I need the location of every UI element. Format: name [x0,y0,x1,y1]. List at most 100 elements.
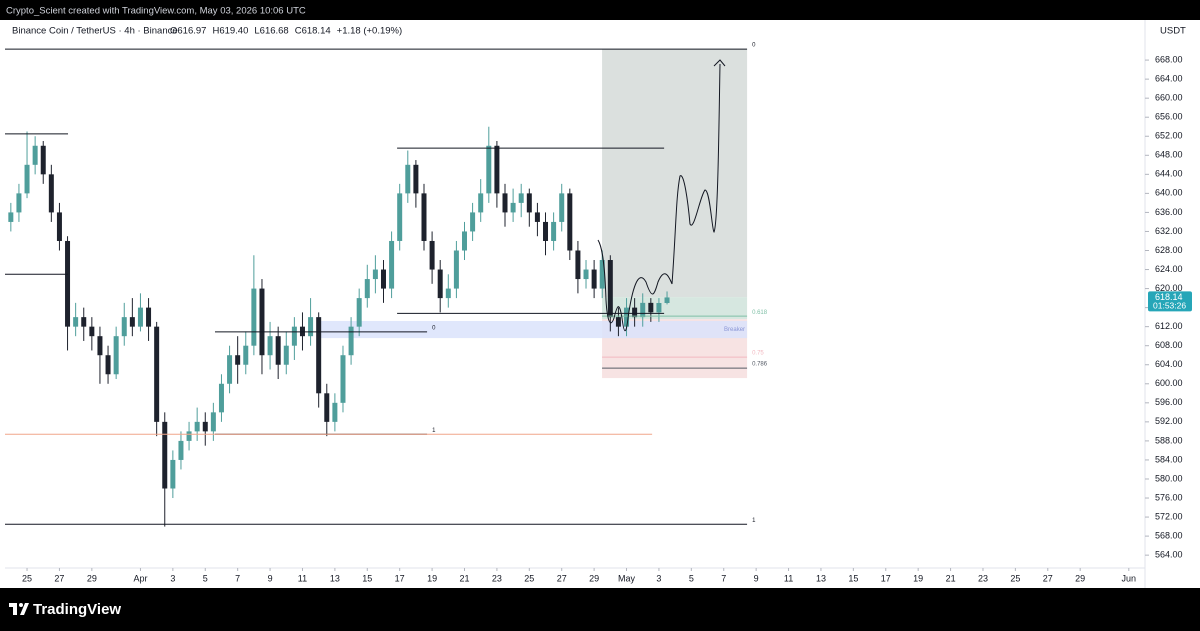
y-tick-label: 608.00 [1155,340,1183,350]
candle-body [494,145,500,194]
candle-body [632,307,638,318]
x-tick-label: 5 [689,573,694,583]
candle-body [389,240,395,289]
candle-body [664,297,670,304]
last-price-box [1148,291,1192,312]
candle-body [202,421,208,432]
level-label: 0 [752,43,756,49]
y-tick-label: 588.00 [1155,435,1183,445]
candle-body [259,288,265,356]
top-bar [0,0,1200,20]
candle-body [372,269,378,280]
y-tick-label: 636.00 [1155,207,1183,217]
zone [318,320,748,339]
y-tick-label: 600.00 [1155,378,1183,388]
y-tick-label: 652.00 [1155,131,1183,141]
chart-background [0,20,1200,588]
candle-body [243,345,249,365]
x-tick-label: Apr [133,573,147,583]
ohlc-value: C618.14 [295,26,331,37]
x-tick-label: 13 [330,573,340,583]
x-tick-label: 25 [524,573,534,583]
x-tick-label: 23 [978,573,988,583]
candle-body [640,302,646,318]
candle-body [599,260,605,289]
x-tick-label: 29 [1075,573,1085,583]
y-tick-label: 648.00 [1155,150,1183,160]
candle-body [510,202,516,213]
candle-body [65,240,71,327]
candle-body [380,269,386,289]
candle-body [308,317,314,337]
candle-body [534,212,540,222]
candle-body [316,317,322,394]
x-tick-label: 7 [235,573,240,583]
zone [602,49,748,298]
level-label: 1 [752,518,756,524]
candle-body [121,317,127,337]
countdown: 01:53:26 [1153,301,1186,311]
candle-body [186,431,192,441]
y-tick-label: 580.00 [1155,473,1183,483]
candle-body [478,193,484,213]
x-tick-label: 17 [881,573,891,583]
candle-body [137,307,143,327]
candle-body [356,298,362,327]
y-tick-label: 620.00 [1155,283,1183,293]
y-tick-label: 640.00 [1155,188,1183,198]
y-tick-label: 576.00 [1155,492,1183,502]
candle-body [526,193,532,213]
candle-body [421,193,427,241]
candle-body [583,269,589,280]
y-tick-label: 644.00 [1155,169,1183,179]
candle-body [210,412,216,432]
candle-body [656,303,662,313]
symbol-title: Binance Coin / TetherUS · 4h · Binance [12,26,178,37]
y-tick-label: 604.00 [1155,359,1183,369]
candle-body [575,250,581,280]
candle-body [429,240,435,270]
ohlc-value: O616.97 [170,26,206,37]
zone-label: Breaker [724,327,745,333]
candle-body [146,307,152,327]
candle-body [154,326,160,422]
candle-body [194,421,200,432]
y-tick-label: 596.00 [1155,397,1183,407]
candle-body [470,212,476,232]
candle-body [89,326,95,337]
candle-body [405,164,411,194]
candle-body [227,355,233,384]
candle-body [235,355,241,365]
candle-body [178,440,184,460]
candle-body [615,317,621,327]
x-tick-label: 27 [54,573,64,583]
candle-body [73,317,79,327]
x-tick-label: 17 [395,573,405,583]
level-label: 0.618 [752,310,768,316]
x-tick-label: 19 [913,573,923,583]
candle-body [251,288,257,346]
x-tick-label: 25 [1010,573,1020,583]
level-label: 0.786 [752,362,768,368]
candle-body [543,221,549,241]
candle-body [24,164,30,194]
y-tick-label: 660.00 [1155,93,1183,103]
candle-body [105,355,111,375]
brand-name: TradingView [33,601,121,618]
x-tick-label: 9 [268,573,273,583]
candle-body [40,145,46,175]
level-label: 0.75 [752,351,764,357]
candle-body [397,193,403,241]
y-tick-label: 668.00 [1155,54,1183,64]
x-tick-label: 25 [22,573,32,583]
y-tick-label: 564.00 [1155,550,1183,560]
ohlc-value: +1.18 (+0.19%) [337,26,403,37]
y-tick-label: 612.00 [1155,321,1183,331]
watermark: Crypto_Scient created with TradingView.c… [6,6,306,17]
candle-body [486,145,492,194]
candle-body [437,269,443,299]
x-tick-label: 27 [1043,573,1053,583]
level-label: 0 [432,325,436,331]
y-tick-label: 592.00 [1155,416,1183,426]
hand-drawn-projection [597,59,726,332]
